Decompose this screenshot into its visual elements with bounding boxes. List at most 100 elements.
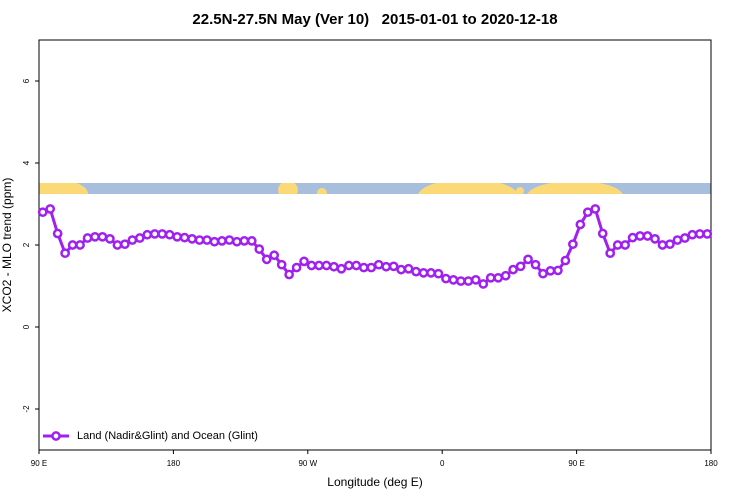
point	[329, 261, 339, 272]
x-tick-label: 90 E	[568, 459, 584, 468]
point	[485, 272, 496, 283]
point	[60, 248, 70, 259]
y-axis-label: XCO2 - MLO trend (ppm)	[0, 178, 14, 313]
point	[620, 240, 630, 250]
point	[582, 207, 593, 218]
y-tick-label: -2	[22, 405, 31, 413]
point	[306, 260, 317, 271]
point	[418, 268, 429, 278]
legend-label: Land (Nadir&Glint) and Ocean (Glint)	[77, 430, 258, 442]
point	[299, 256, 309, 267]
point	[52, 228, 63, 239]
point	[134, 233, 145, 243]
point	[202, 235, 212, 245]
point	[463, 276, 474, 286]
y-tick-label: 6	[22, 78, 31, 83]
point	[642, 231, 653, 241]
point	[224, 235, 235, 245]
point	[239, 236, 250, 246]
point	[291, 262, 302, 273]
x-tick-label: 90 W	[298, 459, 317, 468]
x-tick-label: 180	[704, 459, 718, 468]
point	[336, 263, 347, 274]
point	[172, 231, 182, 242]
point	[650, 234, 660, 244]
point	[396, 264, 406, 275]
point	[687, 229, 698, 240]
point	[157, 229, 168, 239]
point	[426, 268, 436, 278]
point	[493, 272, 504, 283]
point	[232, 236, 242, 247]
x-axis-label: Longitude (deg E)	[327, 475, 422, 489]
point	[149, 229, 160, 239]
point	[433, 268, 444, 279]
point	[680, 233, 690, 243]
point	[246, 236, 257, 246]
point	[672, 235, 683, 245]
point	[403, 263, 414, 274]
point	[627, 232, 638, 243]
point	[612, 240, 623, 250]
point	[470, 275, 481, 285]
point	[269, 250, 280, 261]
point	[478, 279, 489, 289]
point	[500, 270, 511, 281]
plot-frame	[38, 39, 712, 451]
point	[187, 234, 197, 244]
point	[560, 255, 571, 266]
point	[209, 236, 220, 247]
point	[515, 261, 526, 272]
y-tick-label: 2	[22, 242, 31, 247]
point	[575, 219, 586, 230]
point	[538, 268, 548, 279]
point	[82, 233, 93, 243]
point	[164, 229, 175, 240]
point	[523, 254, 533, 265]
x-tick-label: 0	[440, 459, 445, 468]
point	[597, 228, 608, 239]
point	[261, 254, 272, 265]
point	[448, 275, 459, 285]
point	[590, 204, 601, 214]
point	[568, 239, 578, 250]
point	[508, 264, 518, 275]
series-line	[42, 206, 708, 286]
point	[411, 266, 421, 277]
x-tick-label: 180	[167, 459, 181, 468]
x-tick-label: 90 E	[31, 459, 47, 468]
point	[388, 261, 399, 272]
point	[217, 236, 227, 246]
point	[105, 234, 115, 244]
point	[179, 232, 190, 243]
point	[321, 260, 332, 271]
point	[127, 235, 138, 245]
point	[37, 207, 48, 218]
point	[90, 231, 100, 242]
point	[545, 265, 556, 276]
legend-marker	[51, 431, 61, 441]
point	[605, 248, 616, 259]
point	[456, 276, 466, 286]
y-tick-label: 4	[22, 160, 31, 165]
point	[381, 261, 392, 272]
chart-title: 22.5N-27.5N May (Ver 10) 2015-01-01 to 2…	[192, 11, 557, 28]
point	[194, 235, 205, 245]
point	[441, 273, 451, 284]
point	[75, 240, 85, 250]
point	[694, 229, 705, 239]
point	[530, 259, 541, 270]
point	[351, 260, 362, 271]
point	[657, 240, 668, 250]
point	[142, 229, 153, 240]
point	[112, 240, 123, 250]
point	[120, 239, 130, 250]
point	[97, 231, 108, 242]
point	[314, 260, 324, 271]
map-strip	[39, 183, 711, 194]
y-tick-label: 0	[22, 324, 31, 329]
point	[344, 260, 354, 271]
point	[284, 269, 294, 280]
point	[553, 265, 563, 276]
